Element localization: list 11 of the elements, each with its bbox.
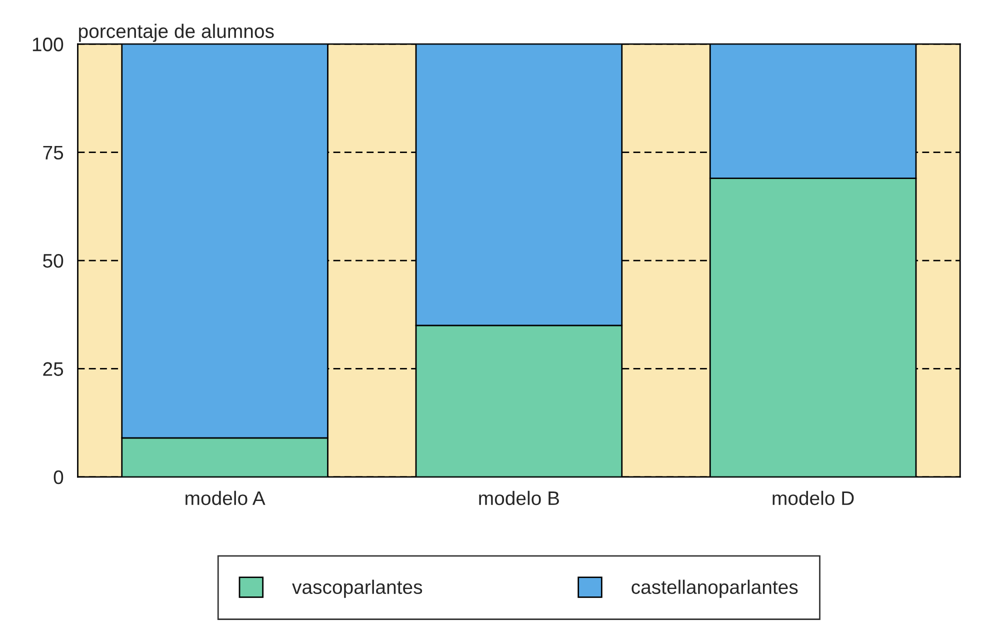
y-axis-title: porcentaje de alumnos bbox=[79, 24, 274, 42]
legend-label: vascoparlantes bbox=[292, 580, 422, 598]
y-tick-label: 50 bbox=[43, 254, 64, 268]
x-tick-label: modelo A bbox=[186, 490, 266, 506]
y-tick-label: 25 bbox=[43, 362, 64, 376]
x-tick-label: modelo B bbox=[479, 490, 559, 506]
x-tick-label: modelo D bbox=[772, 490, 854, 506]
y-tick-label: 100 bbox=[32, 38, 64, 52]
legend-label: castellanoparlantes bbox=[632, 580, 798, 598]
y-tick-label: 0 bbox=[54, 470, 64, 484]
y-tick-label: 75 bbox=[43, 146, 64, 160]
